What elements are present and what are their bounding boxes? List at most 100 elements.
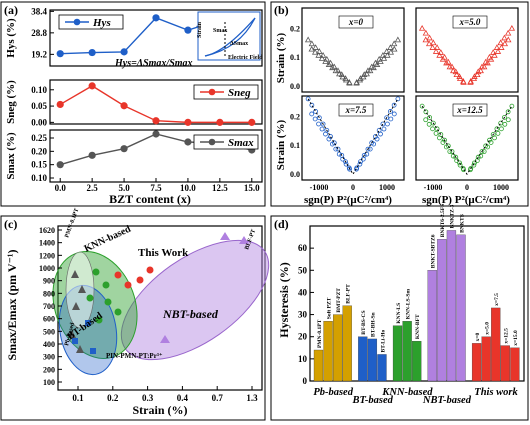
fit-line — [421, 105, 513, 176]
knn-point — [95, 316, 103, 324]
bar — [402, 321, 412, 382]
subplot-label-box — [452, 103, 488, 117]
inset-delta-mark: ΔSmax — [230, 41, 248, 47]
data-point — [475, 154, 481, 160]
data-point — [485, 144, 491, 150]
data-point — [364, 151, 370, 157]
data-point — [481, 63, 488, 70]
x-tick-label: 0.3 — [142, 393, 154, 403]
data-point — [493, 44, 501, 50]
data-point — [328, 134, 333, 139]
data-point — [450, 67, 457, 74]
pb-point — [71, 270, 79, 278]
legend-box — [58, 14, 124, 30]
subplot-label: x=7.5 — [345, 105, 367, 115]
data-point — [340, 156, 346, 162]
nbt-point — [220, 232, 230, 240]
y-tick-label: 0.15 — [31, 160, 47, 170]
panel-a-sneg-subplot: 0.00 0.05 0.10 Sneg Sneg (%) — [5, 79, 263, 127]
bar-label: BMT-PZT — [336, 288, 342, 313]
data-point — [354, 166, 359, 172]
data-point — [363, 70, 370, 77]
data-point — [88, 48, 96, 57]
data-point — [308, 45, 315, 52]
inset-y-label: Strain — [197, 21, 203, 38]
data-point — [494, 126, 500, 132]
subplot-axes — [301, 95, 405, 181]
y-axis-label: Sneg (%) — [5, 80, 17, 124]
bar-label: x=7.5 — [494, 293, 500, 306]
data-point — [384, 115, 390, 121]
data-point — [472, 160, 477, 166]
data-point — [309, 111, 315, 117]
region-label-pin: PIN-PMN-PT:Pr³⁺ — [106, 352, 163, 360]
x-tick-label: 12.5 — [212, 183, 228, 193]
data-point — [491, 51, 498, 58]
panel-b-y-label-bottom: Strain (%) — [275, 119, 287, 170]
data-point — [184, 118, 192, 126]
legend-marker — [208, 138, 216, 146]
panel-d-frame — [270, 215, 529, 421]
panel-c-label: (c) — [4, 217, 17, 231]
y-tick-label: 400 — [43, 340, 55, 349]
y-tick-label: 0 — [303, 376, 308, 386]
panel-a: (a) 19.2 28.8 38.4 Hys Hys (%) 0.00 0.05 0.10 S… — [0, 1, 266, 207]
data-point — [56, 100, 64, 109]
data-point — [312, 44, 319, 50]
inset-smax-mark: Smax — [213, 28, 227, 34]
x-tick-label: 0.1 — [72, 393, 84, 403]
data-point — [387, 44, 394, 50]
data-point — [248, 118, 256, 126]
bar — [333, 314, 343, 382]
data-point — [495, 130, 501, 136]
bar — [313, 349, 324, 382]
bar — [367, 338, 378, 382]
data-point — [453, 154, 459, 160]
data-point — [492, 135, 497, 141]
y-tick-label: 500 — [43, 327, 55, 336]
x-tick-label: 2.5 — [87, 183, 99, 193]
panel-a-label: (a) — [4, 3, 18, 17]
inset-frame — [197, 11, 261, 61]
data-point — [430, 39, 437, 46]
data-point — [309, 102, 315, 108]
data-point — [152, 130, 160, 138]
data-point — [443, 59, 450, 66]
bar — [446, 230, 457, 382]
data-point — [358, 159, 363, 165]
data-point — [365, 146, 371, 152]
bar — [510, 347, 520, 382]
this-work-point — [136, 276, 144, 284]
subplot-label: x=12.5 — [456, 105, 483, 115]
data-point — [484, 59, 491, 66]
bar — [427, 270, 437, 382]
y-tick-label: 0.25 — [31, 133, 47, 143]
data-point — [356, 76, 364, 83]
data-point — [436, 51, 443, 58]
y-tick-label: 200 — [43, 365, 55, 374]
panel-b-y-label-top: Strain (%) — [275, 32, 287, 83]
y-tick-label: 30 — [298, 310, 308, 320]
panel-b: (b) x=0 0.0 0.1 0.2 x=5.0 x=7.5 0.0 0.1 0.2 -10… — [270, 1, 529, 207]
pb-point — [76, 345, 84, 353]
data-point — [474, 71, 481, 78]
subplot-label-box — [338, 15, 374, 29]
data-point — [391, 45, 398, 52]
data-point — [331, 63, 338, 70]
y-tick-label: 0.10 — [31, 173, 47, 183]
data-point — [438, 132, 444, 137]
y-tick-label: 20 — [298, 332, 308, 342]
data-point — [419, 103, 425, 109]
x-tick-label: 1000 — [493, 183, 509, 192]
x-tick-label: 0.2 — [107, 393, 119, 403]
bar-label: BNKTS — [459, 214, 465, 233]
pb-point — [78, 285, 86, 293]
data-point — [390, 40, 398, 47]
data-point — [319, 51, 327, 58]
data-point — [501, 34, 508, 41]
inset-x-label: Electric Field — [228, 55, 263, 61]
data-point — [498, 120, 504, 126]
y-tick-label: 50 — [298, 265, 308, 275]
bar — [481, 336, 491, 382]
bar-label: x=5.0 — [484, 322, 490, 335]
